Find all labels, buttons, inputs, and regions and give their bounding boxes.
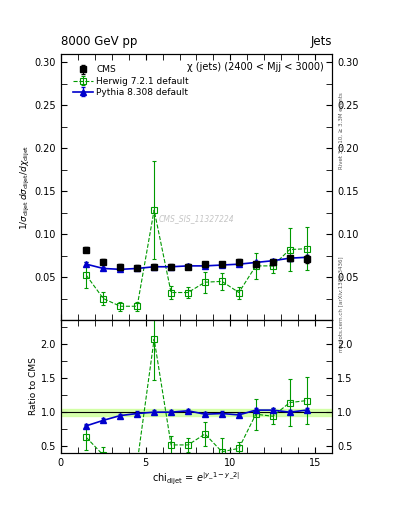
Y-axis label: $1/\sigma_\mathrm{dijet}\,d\sigma_\mathrm{dijet}/d\chi_\mathrm{dijet}$: $1/\sigma_\mathrm{dijet}\,d\sigma_\mathr… xyxy=(18,144,32,229)
Text: mcplots.cern.ch [arXiv:1306.3436]: mcplots.cern.ch [arXiv:1306.3436] xyxy=(339,256,344,352)
Text: CMS_SIS_11327224: CMS_SIS_11327224 xyxy=(159,215,234,223)
Y-axis label: Ratio to CMS: Ratio to CMS xyxy=(29,357,38,416)
Text: Rivet 3.1.10, ≥ 3.3M events: Rivet 3.1.10, ≥ 3.3M events xyxy=(339,92,344,169)
Text: χ (jets) (2400 < Mjj < 3000): χ (jets) (2400 < Mjj < 3000) xyxy=(187,62,324,72)
Legend: CMS, Herwig 7.2.1 default, Pythia 8.308 default: CMS, Herwig 7.2.1 default, Pythia 8.308 … xyxy=(71,63,191,99)
X-axis label: chi$_{\rm dijet}$ = $e^{|y\_1-y\_2|}$: chi$_{\rm dijet}$ = $e^{|y\_1-y\_2|}$ xyxy=(152,471,241,487)
Text: Jets: Jets xyxy=(310,35,332,48)
Text: 8000 GeV pp: 8000 GeV pp xyxy=(61,35,137,48)
Bar xyxy=(61,409,332,416)
